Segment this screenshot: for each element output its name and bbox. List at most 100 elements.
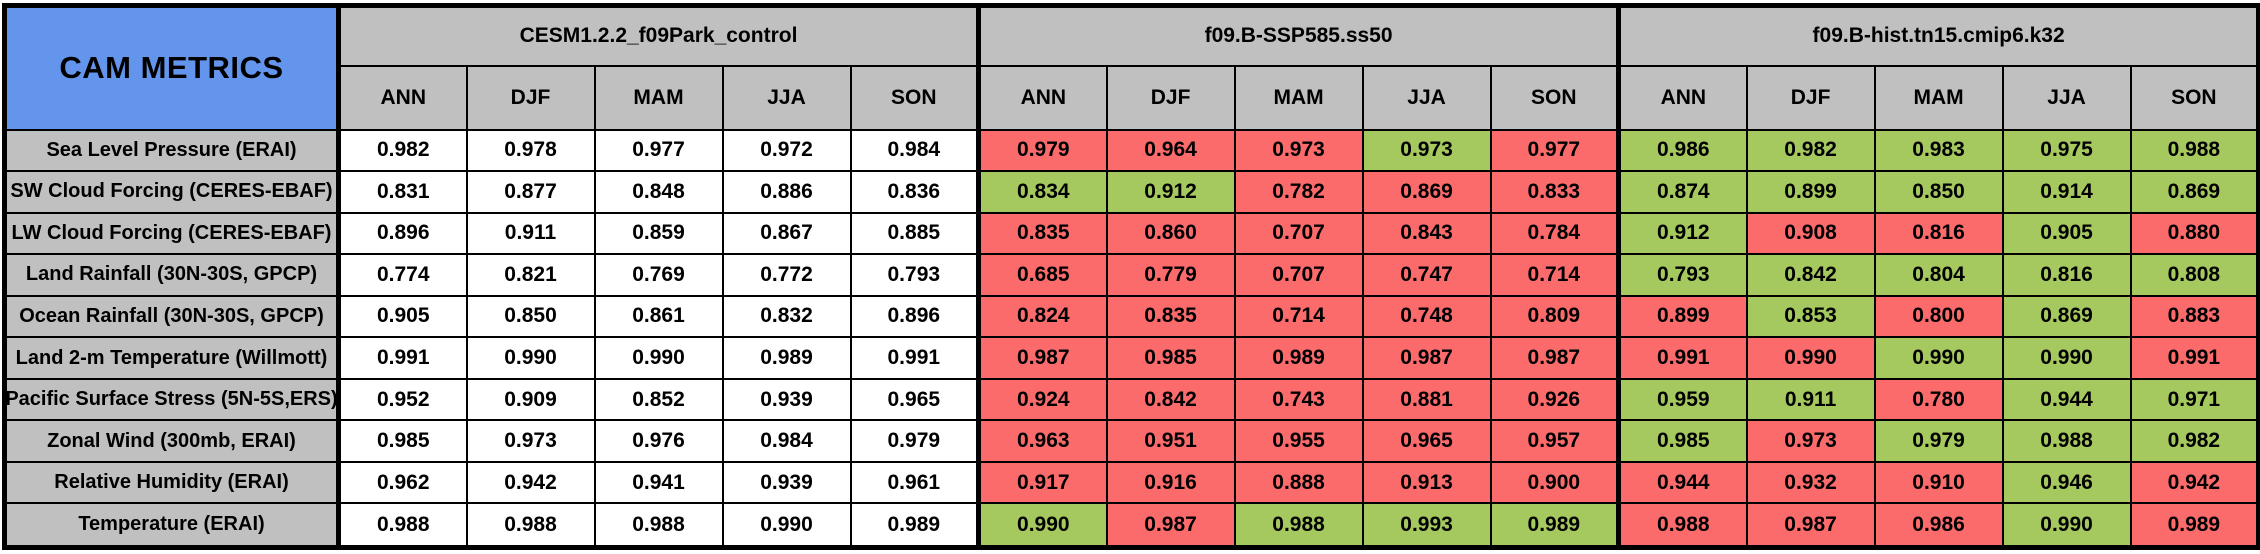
table-title: CAM METRICS — [3, 4, 341, 131]
metric-value-cell: 0.991 — [1616, 336, 1748, 380]
metric-value-cell: 0.685 — [976, 253, 1108, 297]
metric-value-cell: 0.941 — [593, 460, 724, 505]
metric-value-cell: 0.821 — [465, 253, 596, 297]
metric-value-cell: 0.965 — [1361, 419, 1492, 463]
metric-label: LW Cloud Forcing (CERES-EBAF) — [3, 211, 340, 256]
metric-value-cell: 0.989 — [2129, 502, 2260, 549]
metric-value-cell: 0.910 — [1873, 460, 2004, 505]
metric-value-cell: 0.780 — [1873, 377, 2004, 422]
metric-value-cell: 0.804 — [1873, 253, 2004, 297]
metric-label: Zonal Wind (300mb, ERAI) — [3, 419, 340, 463]
metric-value-cell: 0.989 — [849, 502, 980, 549]
metric-row: LW Cloud Forcing (CERES-EBAF) 0.896 0.911 0… — [3, 211, 2260, 256]
metric-row: Sea Level Pressure (ERAI) 0.982 0.978 0.977… — [3, 128, 2260, 173]
metric-value-cell: 0.874 — [1616, 170, 1748, 214]
metric-value-cell: 0.784 — [1489, 211, 1620, 256]
metric-value-cell: 0.869 — [2129, 170, 2260, 214]
metric-value-cell: 0.714 — [1489, 253, 1620, 297]
season-header-son: SON — [849, 64, 980, 131]
metric-row: Pacific Surface Stress (5N-5S,ERS) 0.952 0… — [3, 377, 2260, 422]
metric-value-cell: 0.986 — [1873, 502, 2004, 549]
metric-label: Temperature (ERAI) — [3, 502, 340, 549]
group-header-hist: f09.B-hist.tn15.cmip6.k32 — [1616, 4, 2260, 67]
metric-value-cell: 0.959 — [1616, 377, 1748, 422]
metric-value-cell: 0.916 — [1105, 460, 1236, 505]
metric-value-cell: 0.816 — [2001, 253, 2132, 297]
metric-value-cell: 0.861 — [593, 294, 724, 339]
metric-value-cell: 0.913 — [1361, 460, 1492, 505]
metric-value-cell: 0.951 — [1105, 419, 1236, 463]
metric-value-cell: 0.793 — [849, 253, 980, 297]
metric-value-cell: 0.869 — [2001, 294, 2132, 339]
metric-value-cell: 0.816 — [1873, 211, 2004, 256]
group-header-row: CAM METRICS CESM1.2.2_f09Park_control f0… — [3, 4, 2260, 131]
metrics-body: Sea Level Pressure (ERAI) 0.982 0.978 0.977… — [3, 128, 2260, 549]
metric-value-cell: 0.852 — [593, 377, 724, 422]
metric-row: Land Rainfall (30N-30S, GPCP) 0.774 0.821 0… — [3, 253, 2260, 297]
metric-value-cell: 0.886 — [721, 170, 852, 214]
season-header-ann: ANN — [1616, 64, 1748, 131]
metric-value-cell: 0.896 — [336, 211, 468, 256]
metric-value-cell: 0.984 — [849, 128, 980, 173]
metric-value-cell: 0.926 — [1489, 377, 1620, 422]
metric-value-cell: 0.946 — [2001, 460, 2132, 505]
metric-value-cell: 0.990 — [1873, 336, 2004, 380]
metric-value-cell: 0.982 — [1745, 128, 1876, 173]
metric-value-cell: 0.782 — [1233, 170, 1364, 214]
metric-value-cell: 0.977 — [1489, 128, 1620, 173]
metric-value-cell: 0.793 — [1616, 253, 1748, 297]
metric-value-cell: 0.985 — [1105, 336, 1236, 380]
metric-value-cell: 0.982 — [2129, 419, 2260, 463]
metric-value-cell: 0.833 — [1489, 170, 1620, 214]
metric-value-cell: 0.989 — [1489, 502, 1620, 549]
metric-value-cell: 0.991 — [336, 336, 468, 380]
metric-value-cell: 0.747 — [1361, 253, 1492, 297]
season-header-row: ANN DJF MAM JJA SON ANN DJF MAM JJA SON … — [5, 64, 2260, 131]
metric-value-cell: 0.983 — [1873, 128, 2004, 173]
metric-value-cell: 0.976 — [593, 419, 724, 463]
metric-value-cell: 0.944 — [2001, 377, 2132, 422]
metric-value-cell: 0.957 — [1489, 419, 1620, 463]
metric-value-cell: 0.824 — [976, 294, 1108, 339]
metric-value-cell: 0.881 — [1361, 377, 1492, 422]
metric-value-cell: 0.883 — [2129, 294, 2260, 339]
metric-label: Land Rainfall (30N-30S, GPCP) — [3, 253, 340, 297]
metric-value-cell: 0.877 — [465, 170, 596, 214]
metric-value-cell: 0.912 — [1616, 211, 1748, 256]
metric-value-cell: 0.985 — [336, 419, 468, 463]
metric-value-cell: 0.832 — [721, 294, 852, 339]
season-header-mam: MAM — [593, 64, 724, 131]
metric-value-cell: 0.977 — [593, 128, 724, 173]
metric-value-cell: 0.834 — [976, 170, 1108, 214]
metric-value-cell: 0.774 — [336, 253, 468, 297]
metric-label: Pacific Surface Stress (5N-5S,ERS) — [3, 377, 340, 422]
metric-value-cell: 0.924 — [976, 377, 1108, 422]
metric-value-cell: 0.971 — [2129, 377, 2260, 422]
metric-value-cell: 0.988 — [1616, 502, 1748, 549]
metric-value-cell: 0.988 — [2001, 419, 2132, 463]
metric-value-cell: 0.991 — [849, 336, 980, 380]
metric-value-cell: 0.888 — [1233, 460, 1364, 505]
metric-value-cell: 0.990 — [465, 336, 596, 380]
season-header-djf: DJF — [1105, 64, 1236, 131]
metric-value-cell: 0.982 — [336, 128, 468, 173]
metric-value-cell: 0.979 — [976, 128, 1108, 173]
metric-value-cell: 0.988 — [336, 502, 468, 549]
metric-value-cell: 0.808 — [2129, 253, 2260, 297]
metric-value-cell: 0.707 — [1233, 211, 1364, 256]
metric-value-cell: 0.942 — [465, 460, 596, 505]
metric-value-cell: 0.964 — [1105, 128, 1236, 173]
metric-value-cell: 0.952 — [336, 377, 468, 422]
metric-value-cell: 0.748 — [1361, 294, 1492, 339]
metric-value-cell: 0.831 — [336, 170, 468, 214]
metric-value-cell: 0.962 — [336, 460, 468, 505]
season-header-mam: MAM — [1233, 64, 1364, 131]
metric-label: Sea Level Pressure (ERAI) — [3, 128, 340, 173]
metric-label: Land 2-m Temperature (Willmott) — [3, 336, 340, 380]
metric-value-cell: 0.909 — [465, 377, 596, 422]
metric-value-cell: 0.835 — [1105, 294, 1236, 339]
metric-value-cell: 0.973 — [465, 419, 596, 463]
metric-value-cell: 0.908 — [1745, 211, 1876, 256]
season-header-son: SON — [1489, 64, 1620, 131]
metric-row: Ocean Rainfall (30N-30S, GPCP) 0.905 0.850… — [3, 294, 2260, 339]
